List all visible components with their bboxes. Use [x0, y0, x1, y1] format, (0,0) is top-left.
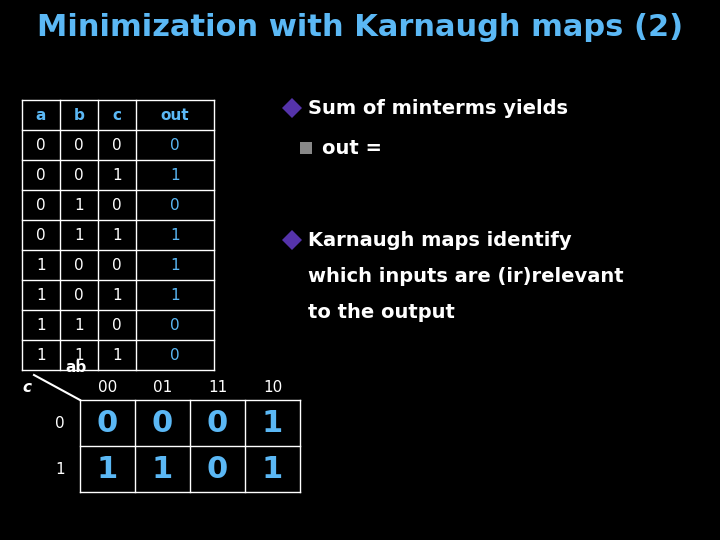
Text: 1: 1 — [112, 348, 122, 362]
Text: b: b — [73, 107, 84, 123]
Text: 1: 1 — [74, 198, 84, 213]
Text: 0: 0 — [112, 138, 122, 152]
Text: 0: 0 — [170, 348, 180, 362]
Text: 0: 0 — [152, 408, 173, 437]
Text: 0: 0 — [36, 227, 46, 242]
Text: which inputs are (ir)relevant: which inputs are (ir)relevant — [308, 267, 624, 286]
Text: 1: 1 — [170, 258, 180, 273]
Text: 0: 0 — [55, 415, 65, 430]
Text: Karnaugh maps identify: Karnaugh maps identify — [308, 231, 572, 249]
Text: a: a — [36, 107, 46, 123]
Text: Minimization with Karnaugh maps (2): Minimization with Karnaugh maps (2) — [37, 14, 683, 43]
Text: 1: 1 — [112, 167, 122, 183]
Text: 1: 1 — [170, 287, 180, 302]
Text: 1: 1 — [36, 348, 46, 362]
Text: 11: 11 — [208, 381, 227, 395]
Text: 0: 0 — [170, 138, 180, 152]
Text: 1: 1 — [152, 455, 173, 483]
Text: 1: 1 — [36, 258, 46, 273]
Text: 1: 1 — [36, 318, 46, 333]
Text: 1: 1 — [74, 348, 84, 362]
Text: 0: 0 — [112, 318, 122, 333]
Text: 1: 1 — [36, 287, 46, 302]
Text: to the output: to the output — [308, 302, 455, 321]
Text: 1: 1 — [262, 455, 283, 483]
Text: 0: 0 — [170, 198, 180, 213]
Text: 0: 0 — [36, 138, 46, 152]
Text: 1: 1 — [74, 318, 84, 333]
Text: ab: ab — [65, 361, 86, 375]
Text: 1: 1 — [112, 227, 122, 242]
Text: 0: 0 — [74, 138, 84, 152]
Text: 0: 0 — [207, 408, 228, 437]
Text: 0: 0 — [112, 258, 122, 273]
Text: 1: 1 — [97, 455, 118, 483]
Text: 01: 01 — [153, 381, 172, 395]
Text: 0: 0 — [97, 408, 118, 437]
Text: 0: 0 — [207, 455, 228, 483]
Text: 0: 0 — [74, 167, 84, 183]
Text: 0: 0 — [170, 318, 180, 333]
Text: 0: 0 — [36, 198, 46, 213]
Text: 0: 0 — [74, 287, 84, 302]
Text: 00: 00 — [98, 381, 117, 395]
Text: c: c — [22, 381, 31, 395]
Text: 10: 10 — [263, 381, 282, 395]
Text: 1: 1 — [74, 227, 84, 242]
Text: 0: 0 — [36, 167, 46, 183]
Text: 1: 1 — [55, 462, 65, 476]
Text: out =: out = — [322, 138, 382, 158]
Text: out: out — [161, 107, 189, 123]
Text: 0: 0 — [74, 258, 84, 273]
Text: c: c — [112, 107, 122, 123]
Text: Sum of minterms yields: Sum of minterms yields — [308, 98, 568, 118]
Text: 1: 1 — [262, 408, 283, 437]
Text: 1: 1 — [170, 167, 180, 183]
Text: 1: 1 — [112, 287, 122, 302]
Text: 1: 1 — [170, 227, 180, 242]
Text: 0: 0 — [112, 198, 122, 213]
